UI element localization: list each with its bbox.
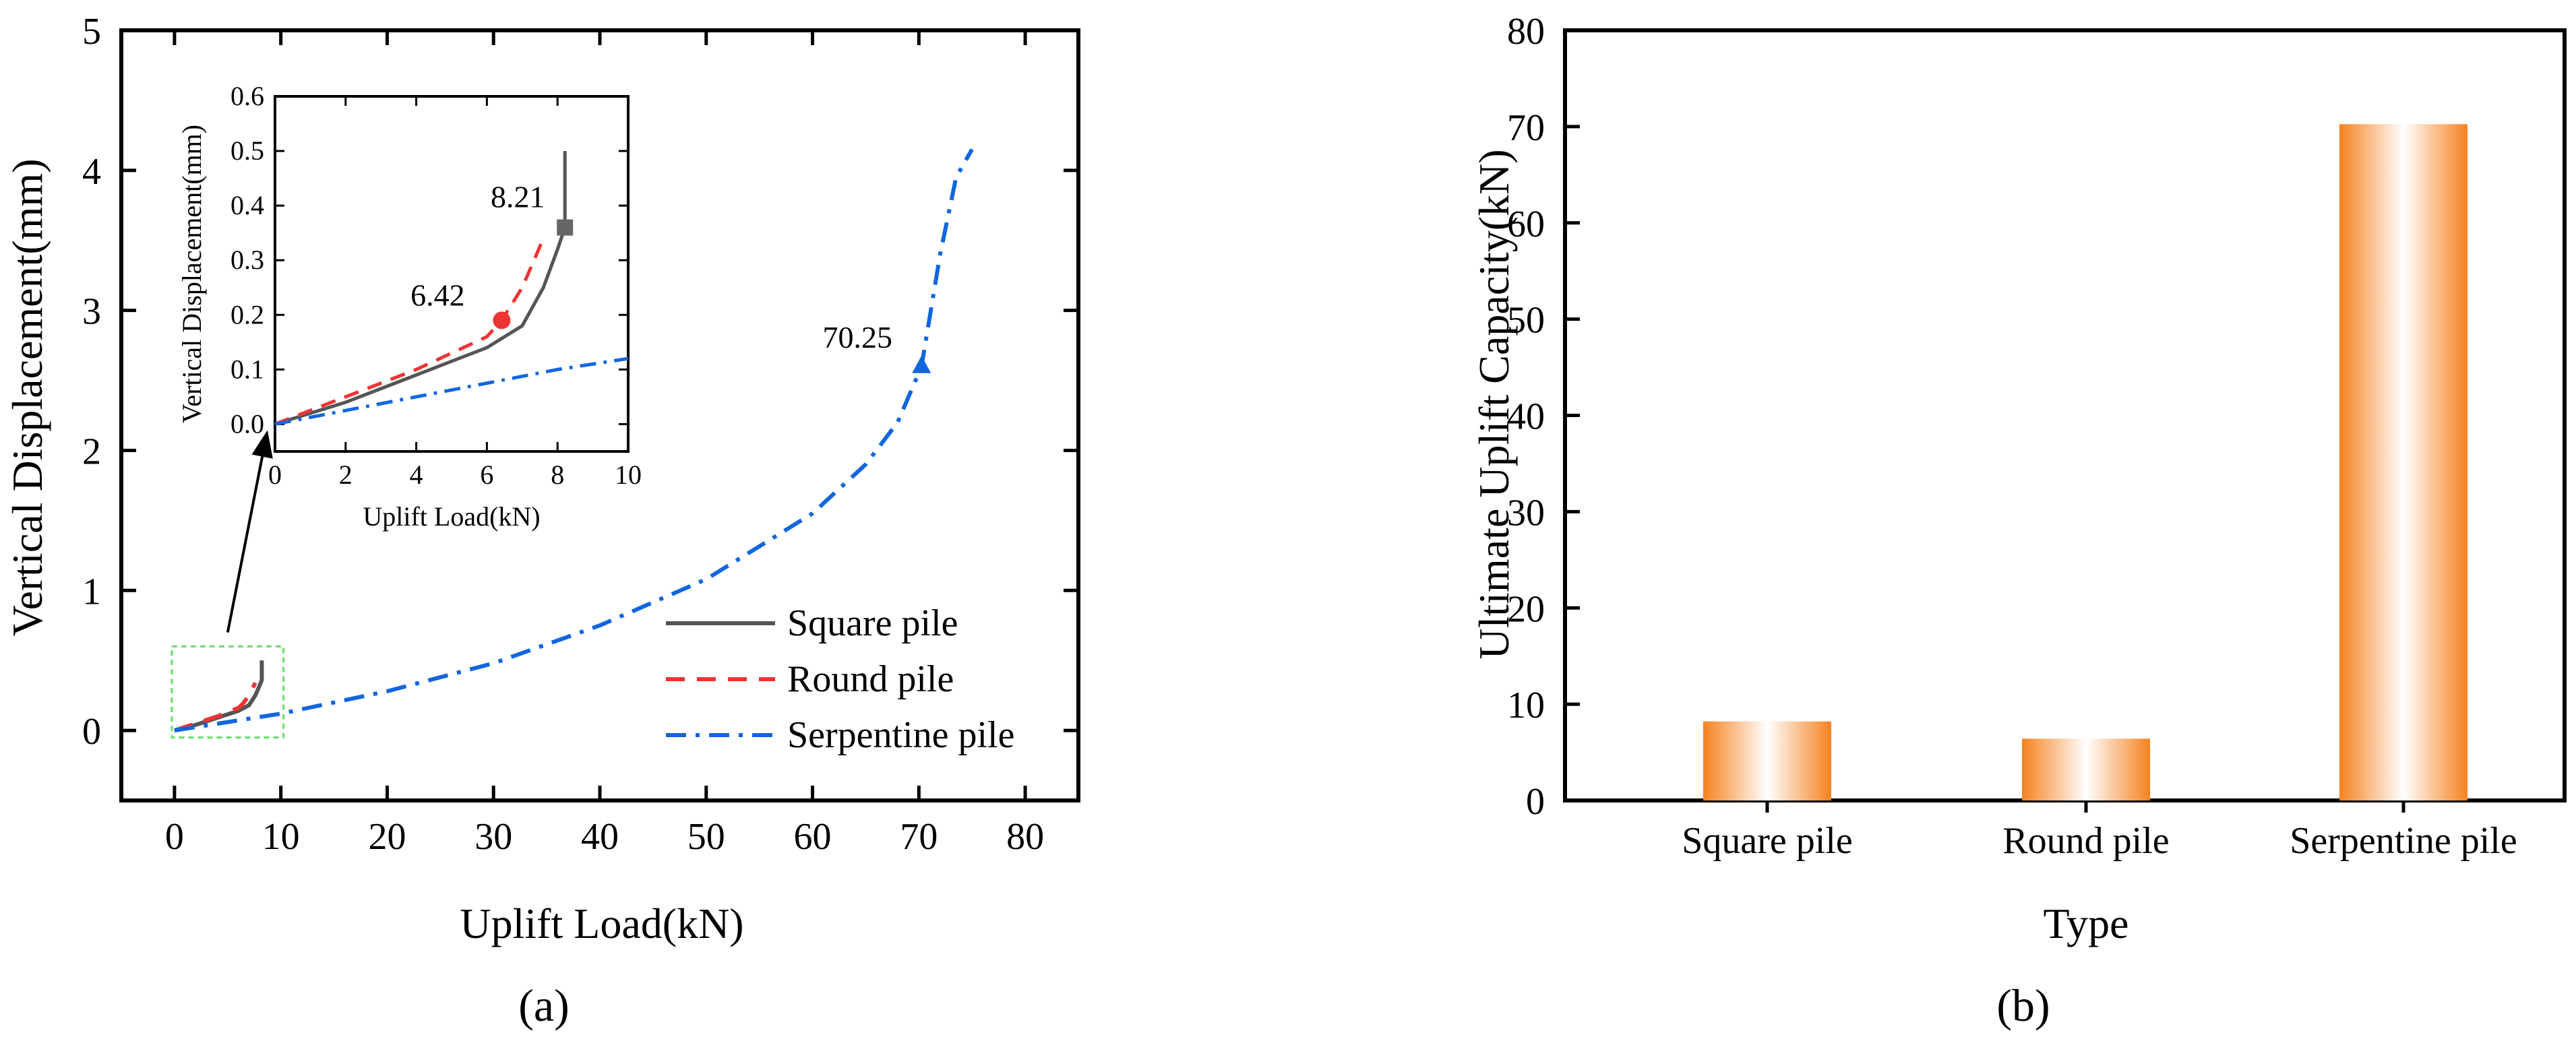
x-tick-label: 80 [1006,816,1044,858]
x-tick-label: 10 [262,816,300,858]
panel-b-bars [1703,124,2467,801]
inset-y-tick-label: 0.3 [231,245,264,275]
inset-series-line-serpentine-pile [274,356,629,426]
x-tick-label: Round pile [2002,820,2169,862]
y-tick-label: 4 [82,151,101,193]
panel-b-x-axis-title: Type [2043,900,2128,947]
x-tick-label: 40 [581,816,619,858]
zoom-box [171,645,285,738]
x-tick-label: 20 [368,816,406,858]
inset-x-tick-label: 0 [268,460,282,490]
y-tick-label: 5 [82,11,101,53]
inset-marker-square [557,219,574,236]
bar-round-pile [2022,738,2150,800]
y-tick-label: 30 [1507,492,1545,534]
inset-marker-circle [493,311,511,329]
inset-y-tick-label: 0.4 [231,190,264,220]
y-tick-label: 70 [1507,107,1545,149]
y-tick-label: 50 [1507,300,1545,342]
x-tick-label: 30 [474,816,512,858]
series-line-square-pile [174,660,264,732]
panel-a-y-axis-title: Vertical Displacement(mm) [3,158,51,636]
x-tick-label: 70 [900,816,938,858]
x-tick-label: 50 [687,816,725,858]
inset-y-tick-label: 0.2 [231,299,264,329]
panel-a-legend: Square pile Round pile Serpentine pile [666,602,1014,756]
y-tick-label: 2 [82,431,101,472]
chart-panel-b: 0 10 20 30 40 50 60 70 80 Square pile Round pile Se… [1470,11,2567,1031]
series-line-serpentine-pile [174,148,974,733]
annotation-label: 70.25 [823,320,893,354]
x-tick-label: Serpentine pile [2290,820,2517,862]
y-tick-label: 0 [1526,781,1545,823]
y-tick-label: 80 [1507,11,1545,53]
y-tick-label: 3 [82,291,101,333]
y-tick-label: 10 [1507,685,1545,726]
y-tick-label: 20 [1507,588,1545,630]
inset-y-tick-label: 0.0 [231,408,264,439]
y-tick-label: 60 [1507,203,1545,245]
panel-b-label: (b) [1996,980,2050,1031]
inset-x-tick-label: 10 [615,460,642,490]
y-tick-label: 40 [1507,396,1545,438]
inset-series-line-square-pile [274,151,567,426]
panel-a-inset: 0 2 4 6 8 10 0.0 0.1 0.2 0.3 0.4 0.5 0.6 6.42 8.21 Upli… [177,81,642,532]
bar-square-pile [1703,721,1831,800]
inset-series-line-round-pile [274,237,545,426]
series-line-round-pile [173,682,257,732]
panel-a-label: (a) [518,980,569,1031]
y-tick-label: 0 [82,711,101,753]
legend-label: Square pile [787,602,958,644]
panel-b-axes: 0 10 20 30 40 50 60 70 80 Square pile Round pile Se… [1507,11,2567,862]
y-tick-label: 1 [82,571,101,612]
legend-label: Round pile [787,658,954,700]
inset-x-axis-title: Uplift Load(kN) [363,501,540,532]
panel-a-series: 70.25 [171,148,974,738]
panel-b-y-axis-title: Ultimate Uplift Capacity(kN) [1470,149,1518,659]
inset-y-axis-title: Vertical Displacement(mm) [177,125,207,423]
inset-frame [274,95,630,453]
legend-label: Serpentine pile [787,714,1014,756]
x-tick-label: 0 [165,816,184,858]
inset-x-tick-label: 2 [339,460,352,490]
inset-x-tick-label: 8 [551,460,564,490]
inset-x-tick-label: 6 [480,460,493,490]
inset-y-tick-label: 0.6 [231,81,264,111]
x-tick-label: 60 [794,816,832,858]
inset-annotation-label: 6.42 [410,278,465,312]
bar-serpentine-pile [2339,124,2467,801]
inset-y-tick-label: 0.1 [231,354,264,384]
x-tick-label: Square pile [1682,820,1852,862]
panel-a-x-axis-title: Uplift Load(kN) [460,900,743,947]
inset-x-tick-label: 4 [410,460,423,490]
zoom-arrow [226,430,273,633]
inset-annotation-label: 8.21 [491,180,545,214]
peak-marker-triangle [912,355,931,373]
inset-y-tick-label: 0.5 [231,135,264,166]
